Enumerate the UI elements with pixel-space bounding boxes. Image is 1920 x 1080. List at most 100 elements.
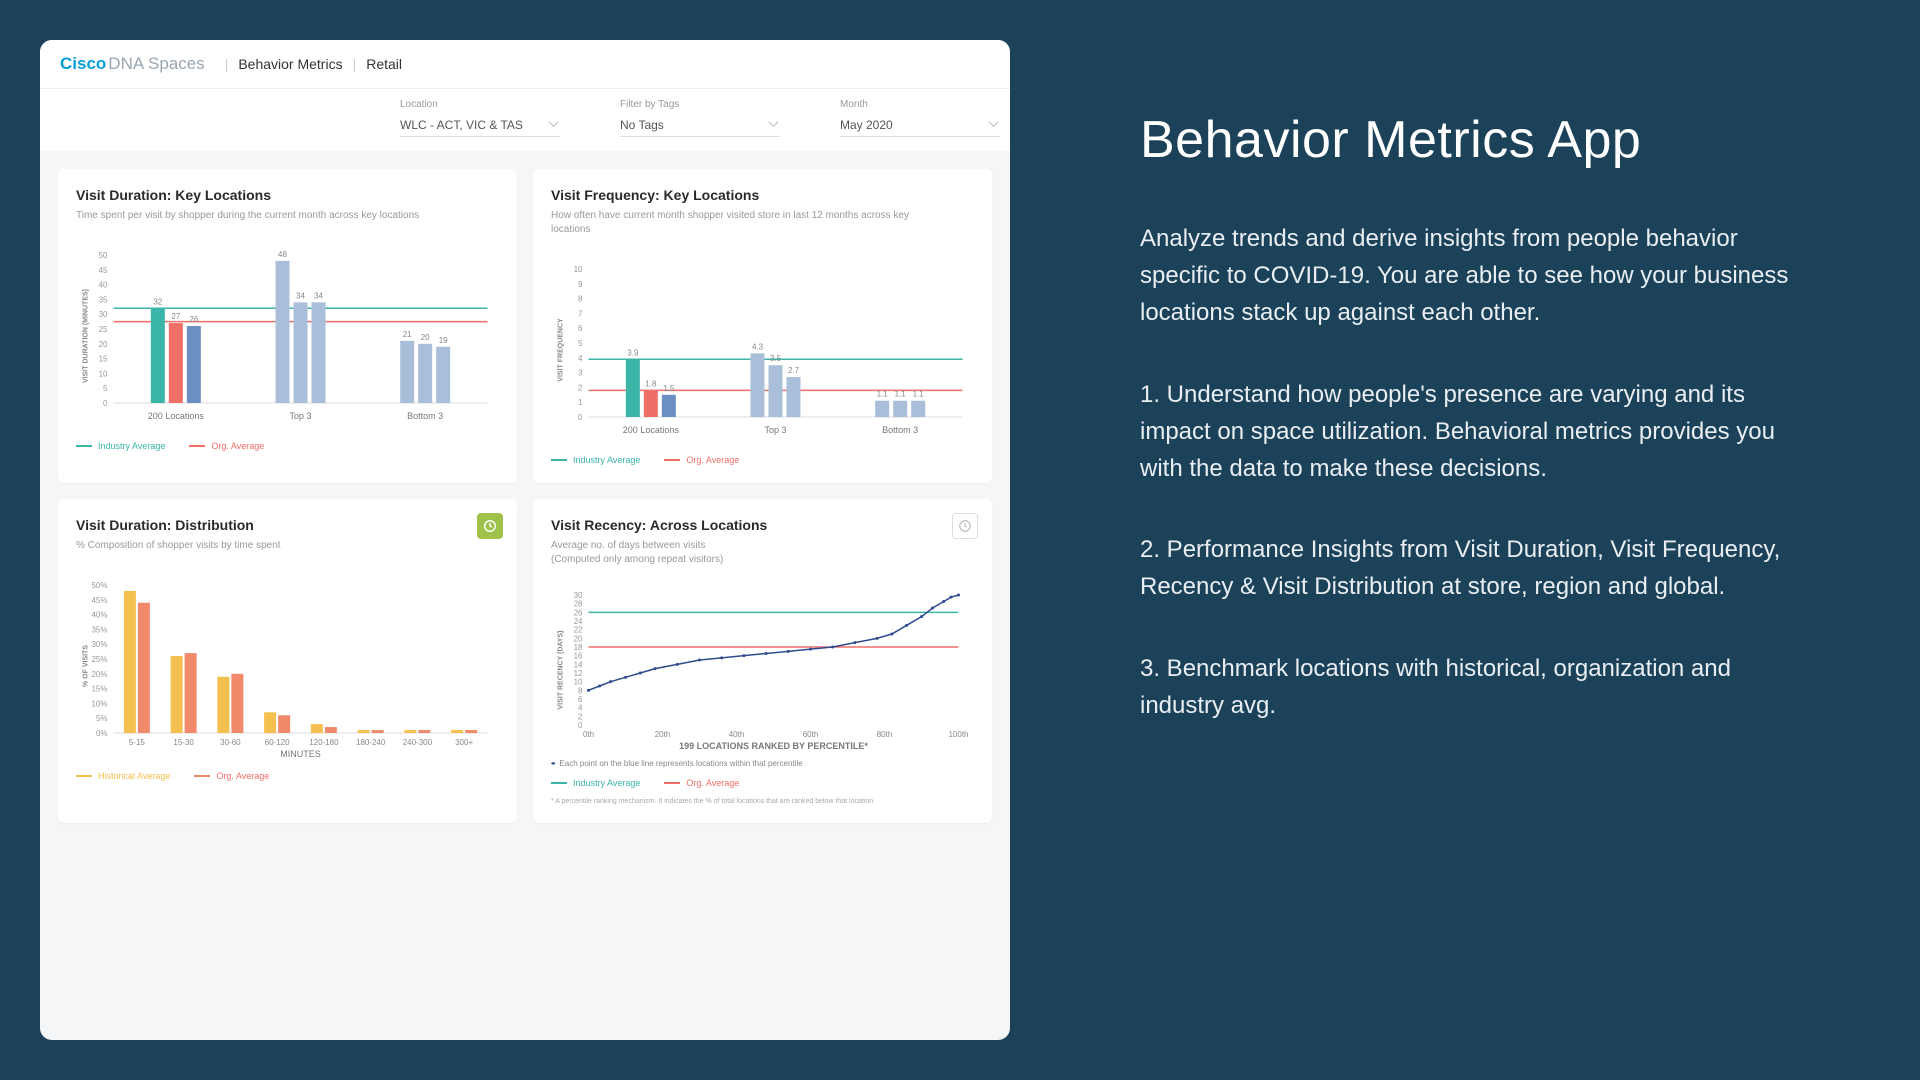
svg-text:0th: 0th xyxy=(583,730,594,739)
page-title: Behavior Metrics App xyxy=(1140,110,1800,170)
svg-text:5-15: 5-15 xyxy=(129,738,146,747)
card-visit-duration-key: Visit Duration: Key Locations Time spent… xyxy=(58,169,517,483)
svg-text:14: 14 xyxy=(574,660,583,669)
chart: 0%5%10%15%20%25%30%35%40%45%50%% OF VISI… xyxy=(76,571,499,761)
history-icon[interactable] xyxy=(477,513,503,539)
svg-text:10: 10 xyxy=(99,369,108,378)
svg-text:35: 35 xyxy=(99,295,108,304)
svg-text:120-180: 120-180 xyxy=(309,738,339,747)
tags-select[interactable]: No Tags xyxy=(620,114,780,137)
svg-text:15: 15 xyxy=(99,355,108,364)
legend: Industry Average Org. Average xyxy=(551,778,974,788)
svg-text:6: 6 xyxy=(578,695,583,704)
svg-text:30: 30 xyxy=(99,310,108,319)
select-value: WLC - ACT, VIC & TAS xyxy=(400,118,523,132)
svg-text:VISIT FREQUENCY: VISIT FREQUENCY xyxy=(558,318,565,382)
filter-month: Month May 2020 xyxy=(840,99,1000,137)
card-visit-frequency-key: Visit Frequency: Key Locations How often… xyxy=(533,169,992,483)
svg-text:26: 26 xyxy=(189,315,198,324)
svg-text:0: 0 xyxy=(103,399,108,408)
svg-text:45: 45 xyxy=(99,266,108,275)
filter-tags: Filter by Tags No Tags xyxy=(620,99,780,137)
svg-text:10: 10 xyxy=(574,678,583,687)
description-panel: Behavior Metrics App Analyze trends and … xyxy=(1050,0,1920,1080)
chevron-down-icon xyxy=(990,120,1000,130)
breadcrumb-item[interactable]: Behavior Metrics xyxy=(238,56,342,72)
chart: 012345678910VISIT FREQUENCY3.91.81.5200 … xyxy=(551,255,974,445)
svg-text:% OF VISITS: % OF VISITS xyxy=(83,645,90,687)
svg-text:Bottom 3: Bottom 3 xyxy=(407,411,443,421)
svg-text:VISIT DURATION (MINUTES): VISIT DURATION (MINUTES) xyxy=(83,289,90,383)
svg-text:15%: 15% xyxy=(91,685,107,694)
svg-text:1.8: 1.8 xyxy=(645,379,657,388)
svg-text:5: 5 xyxy=(578,339,583,348)
svg-text:20th: 20th xyxy=(655,730,671,739)
breadcrumb-item[interactable]: Retail xyxy=(366,56,402,72)
history-icon[interactable] xyxy=(952,513,978,539)
svg-text:16: 16 xyxy=(574,652,583,661)
svg-text:1.5: 1.5 xyxy=(663,384,675,393)
svg-text:Top 3: Top 3 xyxy=(764,425,786,435)
svg-text:25%: 25% xyxy=(91,655,107,664)
svg-text:3.9: 3.9 xyxy=(627,348,639,357)
svg-text:45%: 45% xyxy=(91,596,107,605)
select-value: May 2020 xyxy=(840,118,893,132)
svg-text:Top 3: Top 3 xyxy=(289,411,311,421)
legend-hist: Historical Average xyxy=(76,771,170,781)
svg-text:100th: 100th xyxy=(948,730,968,739)
svg-text:3: 3 xyxy=(578,369,583,378)
description-para: 1. Understand how people's presence are … xyxy=(1140,376,1800,488)
app-header: CiscoDNA Spaces | Behavior Metrics | Ret… xyxy=(40,40,1010,89)
svg-text:60-120: 60-120 xyxy=(265,738,290,747)
legend-org: Org. Average xyxy=(664,778,739,788)
svg-text:4: 4 xyxy=(578,354,583,363)
filter-location: Location WLC - ACT, VIC & TAS xyxy=(400,99,560,137)
legend: Historical Average Org. Average xyxy=(76,771,499,781)
svg-text:30%: 30% xyxy=(91,640,107,649)
app-window: CiscoDNA Spaces | Behavior Metrics | Ret… xyxy=(40,40,1010,1040)
card-title: Visit Duration: Distribution xyxy=(76,517,499,533)
card-subtitle: How often have current month shopper vis… xyxy=(551,209,932,237)
month-select[interactable]: May 2020 xyxy=(840,114,1000,137)
svg-text:15-30: 15-30 xyxy=(173,738,194,747)
filter-label: Location xyxy=(400,99,560,110)
legend-org: Org. Average xyxy=(194,771,269,781)
svg-text:21: 21 xyxy=(403,330,412,339)
logo-dna: DNA Spaces xyxy=(108,54,204,73)
svg-text:26: 26 xyxy=(574,608,583,617)
chevron-down-icon xyxy=(770,120,780,130)
svg-text:MINUTES: MINUTES xyxy=(280,749,321,759)
filter-label: Month xyxy=(840,99,1000,110)
svg-text:0%: 0% xyxy=(96,729,108,738)
filter-bar: Location WLC - ACT, VIC & TAS Filter by … xyxy=(40,89,1010,151)
cards-grid: Visit Duration: Key Locations Time spent… xyxy=(40,151,1010,841)
description-para: Analyze trends and derive insights from … xyxy=(1140,220,1800,332)
svg-text:27: 27 xyxy=(171,312,180,321)
card-subtitle: Average no. of days between visits xyxy=(551,539,932,553)
svg-text:Bottom 3: Bottom 3 xyxy=(882,425,918,435)
svg-text:40%: 40% xyxy=(91,611,107,620)
svg-text:28: 28 xyxy=(574,600,583,609)
svg-text:2.7: 2.7 xyxy=(788,366,800,375)
svg-text:1.1: 1.1 xyxy=(913,390,925,399)
card-title: Visit Duration: Key Locations xyxy=(76,187,499,203)
card-subtitle: % Composition of shopper visits by time … xyxy=(76,539,457,553)
svg-text:50%: 50% xyxy=(91,581,107,590)
svg-text:30-60: 30-60 xyxy=(220,738,241,747)
legend-org: Org. Average xyxy=(664,455,739,465)
location-select[interactable]: WLC - ACT, VIC & TAS xyxy=(400,114,560,137)
card-visit-recency: Visit Recency: Across Locations Average … xyxy=(533,499,992,823)
svg-text:12: 12 xyxy=(574,669,583,678)
chart: 05101520253035404550VISIT DURATION (MINU… xyxy=(76,241,499,431)
legend-org: Org. Average xyxy=(189,441,264,451)
svg-text:20: 20 xyxy=(99,340,108,349)
svg-text:34: 34 xyxy=(314,291,323,300)
card-title: Visit Frequency: Key Locations xyxy=(551,187,974,203)
svg-text:300+: 300+ xyxy=(455,738,473,747)
svg-text:1: 1 xyxy=(578,398,583,407)
svg-text:32: 32 xyxy=(153,297,162,306)
svg-text:19: 19 xyxy=(439,336,448,345)
svg-text:20%: 20% xyxy=(91,670,107,679)
legend-industry: Industry Average xyxy=(551,455,640,465)
svg-text:20: 20 xyxy=(574,634,583,643)
